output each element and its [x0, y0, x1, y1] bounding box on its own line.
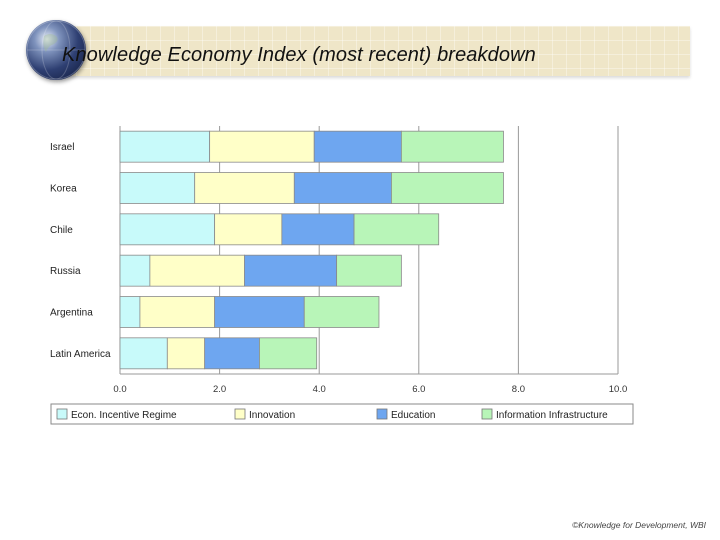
x-tick-label: 2.0	[213, 384, 226, 395]
legend-label: Information Infrastructure	[496, 410, 608, 421]
bar-segment	[119, 172, 196, 204]
bar-segment	[119, 130, 211, 163]
bar-segment	[149, 254, 245, 287]
bar-segment	[139, 296, 216, 328]
legend-swatch	[56, 408, 68, 420]
bar-segment	[214, 213, 283, 246]
bar-segment	[259, 337, 318, 370]
bar-segment	[166, 337, 206, 370]
bar-segment	[119, 337, 168, 370]
bar-segment	[303, 296, 380, 328]
page-title: Knowledge Economy Index (most recent) br…	[62, 44, 536, 66]
category-label: Korea	[50, 184, 77, 195]
category-label: Argentina	[50, 308, 93, 319]
category-label: Russia	[50, 266, 81, 277]
category-label: Israel	[50, 142, 74, 153]
bar-segment	[293, 172, 392, 204]
legend-label: Econ. Incentive Regime	[71, 410, 177, 421]
bar-segment	[336, 254, 402, 287]
legend-swatch	[481, 408, 493, 420]
category-label: Chile	[50, 225, 73, 236]
legend-swatch	[376, 408, 388, 420]
bar-segment	[119, 296, 141, 328]
credit-text: ©Knowledge for Development, WBI	[572, 520, 706, 530]
bar-segment	[209, 130, 315, 163]
x-tick-label: 10.0	[609, 384, 628, 395]
bar-segment	[244, 254, 338, 287]
bar-segment	[119, 254, 151, 287]
bar-segment	[194, 172, 295, 204]
title-band	[48, 26, 690, 76]
bar-segment	[204, 337, 260, 370]
plot-area	[120, 126, 618, 374]
globe-icon	[26, 20, 86, 80]
bar-segment	[119, 213, 216, 246]
bar-segment	[313, 130, 402, 163]
bar-segment	[391, 172, 504, 204]
x-tick-label: 0.0	[113, 384, 126, 395]
bar-segment	[353, 213, 440, 246]
bar-segment	[214, 296, 305, 328]
x-tick-label: 4.0	[313, 384, 326, 395]
bar-segment	[400, 130, 504, 163]
legend-swatch	[234, 408, 246, 420]
x-tick-label: 6.0	[412, 384, 425, 395]
legend-label: Education	[391, 410, 435, 421]
category-label: Latin America	[50, 349, 111, 360]
x-tick-label: 8.0	[512, 384, 525, 395]
legend-label: Innovation	[249, 410, 295, 421]
bar-segment	[281, 213, 355, 246]
